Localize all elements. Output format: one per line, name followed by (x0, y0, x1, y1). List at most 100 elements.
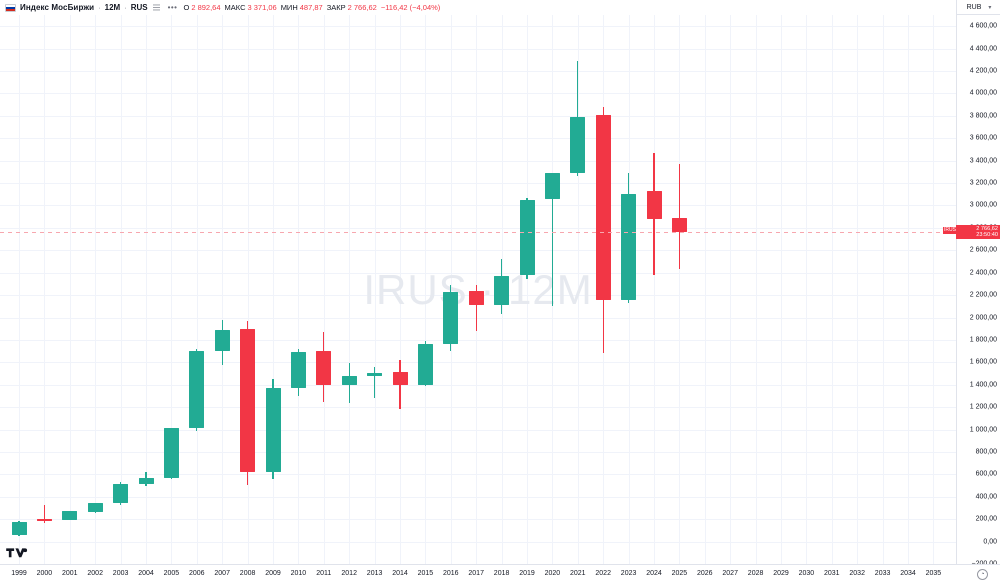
legend-separator-2: · (124, 3, 127, 12)
candle-body (290, 352, 306, 388)
ohlc-low: МИН 487,87 (281, 3, 323, 12)
candle-body (621, 194, 637, 300)
last-price-time: 23:50:40 (976, 232, 998, 239)
time-tick-label: 2035 (925, 570, 942, 577)
interval-label[interactable]: 12M (104, 3, 121, 12)
gridline-horizontal (0, 183, 956, 185)
gridline-vertical (933, 15, 935, 564)
candle-body (11, 521, 27, 536)
gridline-vertical (831, 15, 833, 564)
gridline-vertical (171, 15, 173, 564)
high-label: МАКС (224, 3, 246, 12)
last-price-value: 2 766,62 (976, 225, 998, 232)
candle-wick (475, 285, 477, 331)
gridline-vertical (95, 15, 97, 564)
time-tick-label: 2006 (189, 570, 205, 577)
ohlc-high: МАКС 3 371,06 (225, 3, 277, 12)
legend-separator-1: · (98, 3, 101, 12)
gridline-vertical (120, 15, 122, 564)
gridline-vertical (273, 15, 274, 564)
candle-body (163, 428, 179, 478)
price-axis[interactable]: RUB ▾ IRUS 2 766,62 23:50:40 4 600,00 4 4… (943, 0, 1000, 584)
gridline-vertical (247, 15, 249, 564)
time-tick-label: 2029 (773, 570, 789, 577)
gridline-horizontal (0, 474, 956, 476)
time-tick-label: 2033 (874, 570, 891, 577)
price-tick-label: 200,00 (975, 515, 997, 523)
time-tick-label: 2002 (87, 570, 103, 577)
last-price-line (0, 231, 956, 233)
gridline-vertical (781, 15, 782, 564)
gridline-horizontal (0, 26, 956, 28)
price-tick-label: 2 200,00 (969, 291, 997, 299)
price-tick-label: 4 000,00 (969, 89, 997, 97)
time-tick-label: 2019 (519, 570, 535, 577)
price-tick-label: 4 600,00 (969, 22, 997, 30)
ohlc-change: −116,42 (−4,04%) (381, 3, 441, 12)
time-tick-label: 2034 (900, 570, 916, 577)
ohlc-open: О 2 892,64 (183, 3, 220, 12)
last-price-badge: IRUS 2 766,62 23:50:40 (943, 224, 1000, 240)
candle-body (87, 503, 103, 512)
high-value: 3 371,06 (247, 3, 277, 12)
chevron-icon[interactable]: ▾ (988, 4, 992, 11)
time-tick-label: 2000 (36, 570, 53, 577)
candle-body (519, 200, 535, 276)
gridline-horizontal (0, 317, 956, 319)
gridline-horizontal (0, 519, 956, 521)
candle-body (138, 477, 154, 484)
gridline-horizontal (0, 339, 956, 341)
time-tick-label: 2020 (544, 570, 561, 577)
gridline-vertical (527, 15, 528, 564)
candle-body (265, 388, 281, 472)
candlestick-series (0, 15, 956, 564)
candle-body (646, 190, 662, 219)
price-tick-label: 2 000,00 (969, 314, 997, 321)
currency-label: RUB (966, 3, 982, 11)
exchange-label[interactable]: RUS (130, 3, 148, 12)
gridline-horizontal (0, 138, 956, 140)
candle-body (189, 351, 205, 429)
time-tick-label: 2011 (316, 570, 332, 577)
gridline-horizontal (0, 160, 956, 162)
candle-body (468, 291, 484, 306)
gridline-vertical (654, 15, 655, 564)
gridline-horizontal (0, 451, 956, 453)
gridline-vertical (425, 15, 427, 564)
price-tick-label: 3 200,00 (969, 179, 997, 187)
list-icon[interactable] (152, 3, 162, 13)
time-axis[interactable]: ◔ 1999 2000 2001 2002 2003 2004 2005 2006 2007 20… (0, 564, 1000, 584)
candle-body (392, 372, 408, 386)
open-label: О (183, 3, 190, 12)
more-options-icon[interactable]: ••• (167, 3, 178, 12)
price-tick-label: 3 000,00 (969, 201, 997, 209)
candle-wick (678, 164, 681, 270)
time-tick-label: 2007 (214, 570, 230, 577)
change-value: −116,42 (−4,04%) (380, 3, 441, 12)
candle-body (316, 351, 332, 385)
tradingview-logo[interactable] (6, 547, 28, 559)
time-tick-label: 2028 (747, 570, 764, 577)
gridline-vertical (222, 15, 224, 564)
time-tick-label: 2032 (849, 570, 865, 577)
ohlc-close: ЗАКР 2 766,62 (327, 3, 377, 12)
time-tick-label: 2018 (493, 570, 510, 577)
chart-plot-area[interactable]: IRUS · 12M (0, 15, 956, 564)
gridline-horizontal (0, 362, 956, 364)
time-tick-label: 1999 (11, 570, 27, 577)
russia-flag-icon (5, 3, 16, 12)
candle-body (214, 329, 230, 352)
symbol-name[interactable]: Индекс МосБиржи (20, 3, 95, 12)
close-label: ЗАКР (326, 3, 346, 12)
clock-icon[interactable]: ◔ (977, 569, 988, 580)
gridline-horizontal (0, 71, 956, 73)
close-value: 2 766,62 (347, 3, 377, 12)
gridline-vertical (577, 15, 579, 564)
gridline-vertical (44, 15, 46, 564)
price-tick-label: 2 400,00 (969, 269, 997, 277)
time-tick-label: 2012 (341, 570, 357, 577)
open-value: 2 892,64 (191, 3, 221, 12)
price-tick-label: 1 800,00 (969, 336, 997, 344)
price-tick-label: 1 000,00 (969, 426, 997, 434)
